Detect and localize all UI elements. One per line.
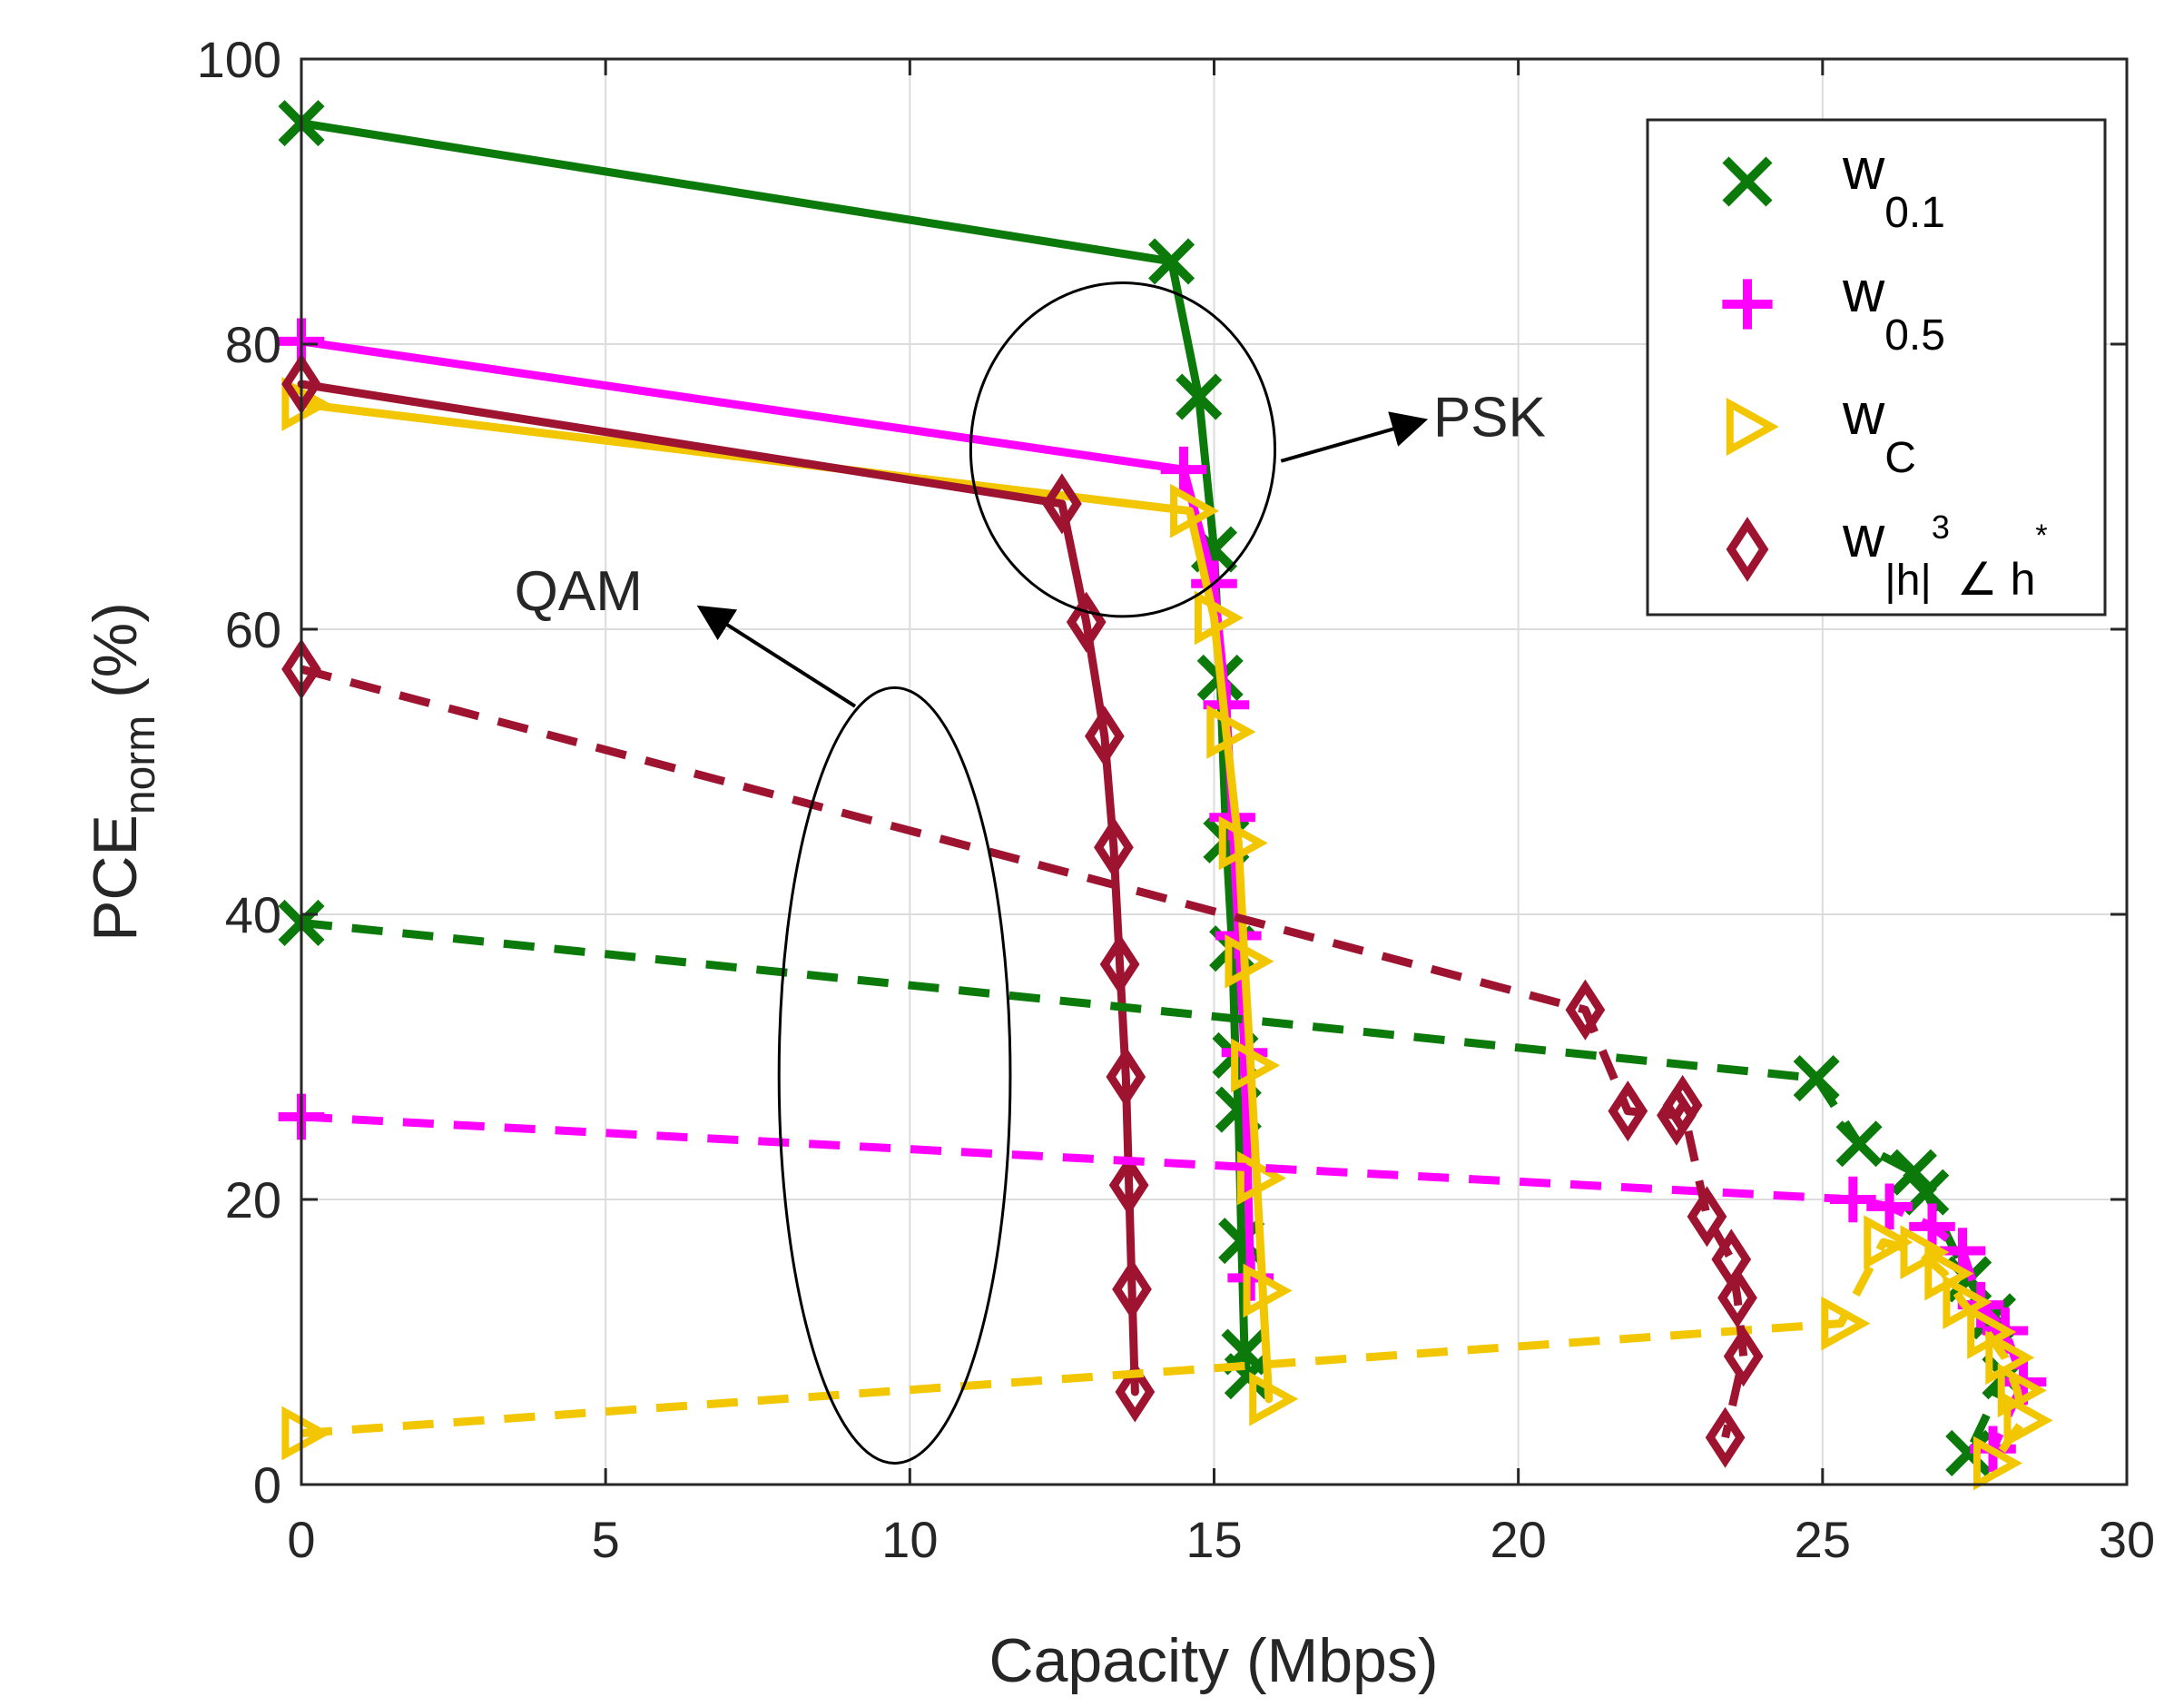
annotation-ellipse [969, 281, 1277, 618]
data-point [1106, 1046, 1146, 1108]
y-tick-label: 80 [225, 316, 281, 373]
x-tick-label: 25 [1795, 1511, 1851, 1568]
series-line [300, 665, 1748, 1439]
x-tick-label: 15 [1185, 1511, 1242, 1568]
series-wh-dashed [281, 638, 1764, 1468]
data-point [1821, 1296, 1871, 1351]
legend: w0.1 w0.5 wC w|h|3∠ h* [1646, 118, 2107, 617]
y-axis-label: PCEnorm (%) [81, 602, 164, 942]
data-point [1108, 1154, 1149, 1216]
data-point [1662, 1074, 1703, 1136]
data-point [1866, 1183, 1913, 1230]
data-point [1236, 1150, 1286, 1206]
data-point [1243, 1263, 1293, 1318]
data-point [1160, 446, 1207, 493]
y-tick-label: 100 [197, 31, 281, 88]
x-axis-label: Capacity (Mbps) [989, 1626, 1438, 1695]
legend-label: w|h|3∠ h* [1842, 504, 2048, 605]
x-tick-label: 5 [592, 1511, 620, 1568]
data-point [1903, 1169, 1950, 1216]
grid-lines [301, 59, 2127, 1485]
data-point [1945, 1429, 1992, 1476]
series-line [297, 400, 1274, 1404]
data-point [1900, 1225, 1950, 1279]
x-tick-label: 30 [2099, 1511, 2155, 1568]
series-wC-dashed [281, 1215, 2053, 1491]
data-point [1176, 373, 1223, 420]
data-point [1717, 1267, 1757, 1328]
data-point [1148, 238, 1195, 285]
data-point [1231, 1038, 1281, 1093]
x-tick-label: 0 [287, 1511, 315, 1568]
data-point [1943, 1275, 1992, 1329]
series-line [297, 380, 1139, 1396]
data-point [1705, 1406, 1746, 1468]
x-tick-label: 20 [1490, 1511, 1547, 1568]
legend-label: w0.1 [1842, 136, 1945, 237]
legend-marker [1722, 156, 1773, 207]
data-point [1793, 1055, 1840, 1102]
y-axis-label-sub: norm [116, 715, 164, 814]
data-point [1985, 1330, 2035, 1386]
annotations: PSK QAM [515, 281, 1546, 1465]
data-point [1972, 1436, 2022, 1491]
legend-entry-wh: w|h|3∠ h* [1726, 504, 2048, 605]
data-point [1099, 933, 1140, 995]
data-point [1723, 1326, 1764, 1387]
data-point [281, 377, 331, 431]
annotation-arrow [696, 605, 857, 708]
annotation-label: QAM [515, 560, 643, 623]
annotation-psk: PSK [969, 281, 1546, 618]
data-point [1170, 483, 1220, 538]
data-point [1084, 705, 1125, 767]
axis-ticks: 0 5 10 15 20 25 30 0 20 40 60 80 100 [197, 31, 2156, 1568]
annotation-qam: QAM [515, 560, 1012, 1465]
legend-marker [1722, 279, 1773, 330]
y-tick-label: 20 [225, 1171, 281, 1228]
data-point [1249, 1371, 1299, 1426]
data-point [2003, 1393, 2053, 1448]
data-point [1830, 1176, 1876, 1223]
series-group [278, 100, 2053, 1491]
data-point [1042, 473, 1082, 535]
data-point [1939, 1228, 1986, 1274]
legend-marker [1726, 517, 1769, 582]
legend-entry-wC: wC [1726, 381, 1916, 482]
data-point [1194, 590, 1244, 646]
data-point [1094, 816, 1134, 878]
data-point [1909, 1203, 1955, 1250]
legend-marker [1726, 398, 1779, 456]
legend-box [1646, 118, 2107, 617]
y-tick-label: 60 [225, 601, 281, 658]
annotation-label: PSK [1433, 387, 1546, 449]
x-tick-label: 10 [881, 1511, 938, 1568]
data-point [1225, 933, 1274, 989]
data-point [1218, 815, 1268, 871]
y-tick-label: 40 [225, 886, 281, 943]
annotation-ellipse [777, 686, 1012, 1465]
annotation-arrow [1280, 411, 1429, 463]
data-point [1687, 1186, 1727, 1248]
data-point [1608, 1080, 1648, 1142]
data-point [1218, 1217, 1265, 1265]
data-point [281, 1406, 331, 1461]
legend-label: wC [1842, 381, 1916, 482]
data-point [1997, 1363, 2047, 1418]
legend-entry-w01: w0.1 [1722, 136, 1945, 237]
series-line [297, 119, 1252, 1381]
y-axis-label-suffix: (%) [81, 602, 150, 715]
legend-label: w0.5 [1842, 259, 1945, 360]
data-point [1206, 705, 1256, 759]
legend-entry-w05: w0.5 [1722, 259, 1945, 360]
data-point [1115, 1361, 1156, 1423]
y-tick-label: 0 [253, 1456, 281, 1514]
data-point [1864, 1215, 1913, 1269]
data-point [1565, 979, 1606, 1041]
series-wC-solid [281, 377, 1299, 1426]
y-axis-label-main: PCE [81, 814, 150, 942]
data-point [1112, 1258, 1152, 1320]
data-point [1835, 1120, 1883, 1168]
